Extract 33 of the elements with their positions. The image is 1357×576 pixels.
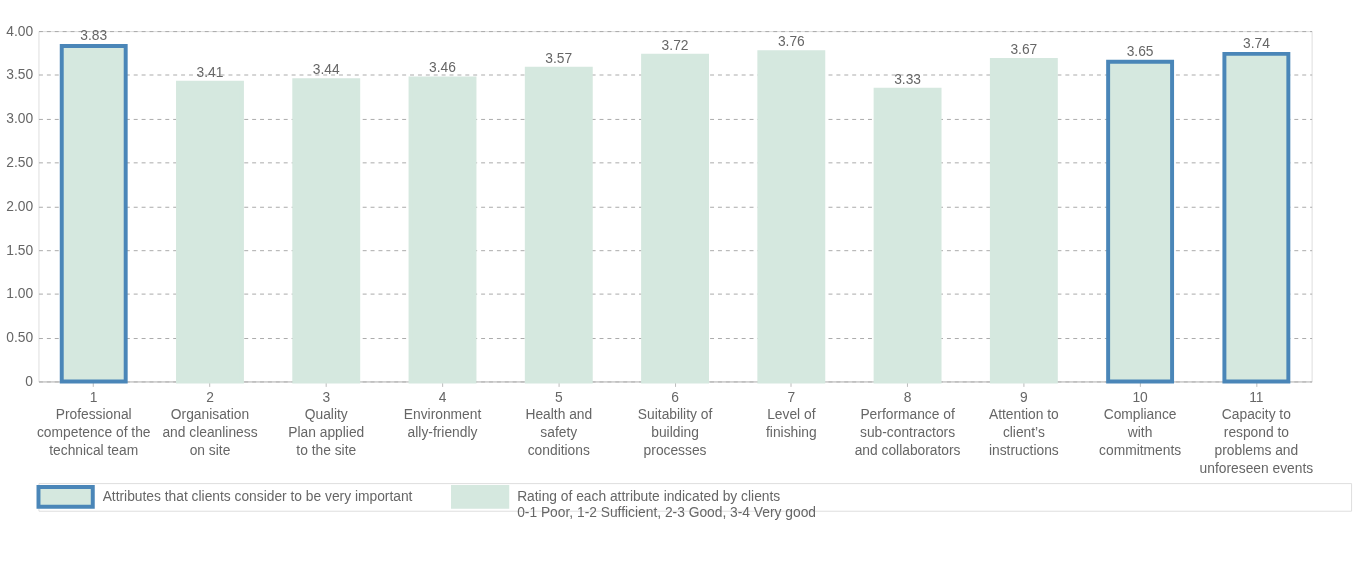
y-tick-label: 2.50 — [6, 153, 34, 170]
x-tick-label: 1 Professional competence of the technical team — [36, 388, 151, 458]
x-tick-label: 11 Capacity to respond to problems and unforeseen events — [1199, 388, 1314, 476]
data-label: 3.41 — [196, 63, 224, 80]
x-tick-label: 7 Level of finishing — [766, 388, 817, 441]
y-tick-label: 1.50 — [6, 241, 34, 258]
x-tick-label: 9 Attention to client’s instructions — [988, 388, 1060, 458]
y-tick-label: 0.50 — [6, 329, 34, 346]
legend-label: Rating of each attribute indicated by clients 0-1 Poor, 1-2 Sufficient, 2-3 Good, 3-4 Very good — [517, 487, 817, 520]
data-label: 3.65 — [1126, 42, 1154, 59]
data-label: 3.72 — [661, 36, 689, 53]
x-tick-label: 3 Quality Plan applied to the site — [288, 388, 365, 458]
x-tick-label: 8 Performance of sub-contractors and collaborators — [854, 388, 961, 458]
y-tick-label: 4.00 — [6, 22, 34, 39]
data-label: 3.44 — [312, 61, 340, 78]
x-tick-label: 4 Environment ally-friendly — [403, 388, 482, 441]
legend-label: Attributes that clients consider to be very important — [102, 487, 413, 504]
x-tick-label: 6 Suitability of building processes — [637, 388, 713, 458]
data-label: 3.57 — [545, 49, 573, 66]
y-tick-label: 3.50 — [6, 66, 34, 83]
x-tick-label: 5 Health and safety conditions — [525, 388, 593, 458]
data-label: 3.76 — [777, 33, 806, 50]
data-label: 3.46 — [429, 59, 457, 76]
x-tick-label: 2 Organisation and cleanliness on site — [162, 388, 258, 458]
data-label: 3.67 — [1010, 41, 1038, 58]
x-tick-label: 10 Compliance with commitments — [1099, 388, 1182, 458]
y-tick-label: 0 — [25, 372, 34, 389]
data-label: 3.83 — [80, 27, 108, 44]
data-label: 3.33 — [894, 70, 922, 87]
y-tick-label: 2.00 — [6, 197, 34, 214]
data-label: 3.74 — [1242, 34, 1271, 51]
y-tick-label: 3.00 — [6, 110, 34, 127]
y-tick-label: 1.00 — [6, 285, 34, 302]
